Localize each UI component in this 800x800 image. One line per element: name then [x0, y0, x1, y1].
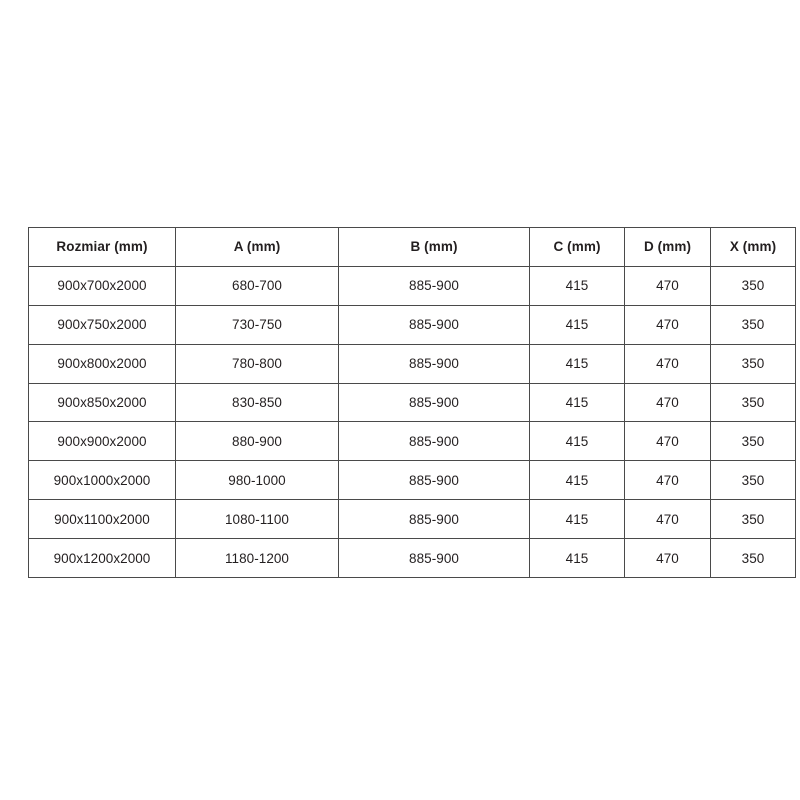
table-row: 900x900x2000 880-900 885-900 415 470 350 — [28, 421, 796, 462]
table-cell-x: 350 — [710, 343, 796, 384]
table-row: 900x1000x2000 980-1000 885-900 415 470 350 — [28, 460, 796, 501]
table-cell-b: 885-900 — [338, 421, 530, 462]
column-header-x: X (mm) — [710, 227, 796, 267]
column-header-c: C (mm) — [529, 227, 625, 267]
table-cell-c: 415 — [529, 460, 625, 501]
table-cell-d: 470 — [624, 265, 711, 306]
table-row: 900x750x2000 730-750 885-900 415 470 350 — [28, 304, 796, 345]
table-cell-size: 900x900x2000 — [28, 421, 176, 462]
table-cell-c: 415 — [529, 304, 625, 345]
table-cell-a: 1180-1200 — [175, 538, 339, 579]
table-cell-b: 885-900 — [338, 343, 530, 384]
table-row: 900x800x2000 780-800 885-900 415 470 350 — [28, 343, 796, 384]
table-cell-x: 350 — [710, 538, 796, 579]
table-cell-size: 900x700x2000 — [28, 265, 176, 306]
table-cell-d: 470 — [624, 421, 711, 462]
table-cell-c: 415 — [529, 343, 625, 384]
table-cell-b: 885-900 — [338, 499, 530, 540]
column-header-b: B (mm) — [338, 227, 530, 267]
table-cell-a: 730-750 — [175, 304, 339, 345]
table-cell-size: 900x850x2000 — [28, 382, 176, 423]
table-cell-size: 900x800x2000 — [28, 343, 176, 384]
table-cell-c: 415 — [529, 382, 625, 423]
table-cell-d: 470 — [624, 304, 711, 345]
table-cell-size: 900x1200x2000 — [28, 538, 176, 579]
table-cell-c: 415 — [529, 538, 625, 579]
table-cell-a: 780-800 — [175, 343, 339, 384]
table-cell-b: 885-900 — [338, 265, 530, 306]
table-cell-c: 415 — [529, 499, 625, 540]
table-cell-c: 415 — [529, 421, 625, 462]
table-cell-a: 880-900 — [175, 421, 339, 462]
table-cell-x: 350 — [710, 304, 796, 345]
table-header-row: Rozmiar (mm) A (mm) B (mm) C (mm) D (mm)… — [28, 227, 796, 267]
table-row: 900x1100x2000 1080-1100 885-900 415 470 350 — [28, 499, 796, 540]
table-cell-a: 680-700 — [175, 265, 339, 306]
table-cell-size: 900x750x2000 — [28, 304, 176, 345]
table-cell-d: 470 — [624, 343, 711, 384]
table-cell-b: 885-900 — [338, 304, 530, 345]
table-cell-size: 900x1000x2000 — [28, 460, 176, 501]
table-cell-a: 1080-1100 — [175, 499, 339, 540]
dimensions-table: Rozmiar (mm) A (mm) B (mm) C (mm) D (mm)… — [28, 227, 796, 579]
table-cell-b: 885-900 — [338, 382, 530, 423]
table-cell-d: 470 — [624, 538, 711, 579]
column-header-d: D (mm) — [624, 227, 711, 267]
table-cell-x: 350 — [710, 265, 796, 306]
table-row: 900x850x2000 830-850 885-900 415 470 350 — [28, 382, 796, 423]
table-header: Rozmiar (mm) A (mm) B (mm) C (mm) D (mm)… — [28, 227, 796, 267]
table-cell-x: 350 — [710, 382, 796, 423]
table-cell-x: 350 — [710, 499, 796, 540]
table-cell-b: 885-900 — [338, 460, 530, 501]
column-header-size: Rozmiar (mm) — [28, 227, 176, 267]
dimensions-table-container: Rozmiar (mm) A (mm) B (mm) C (mm) D (mm)… — [28, 227, 796, 579]
table-cell-x: 350 — [710, 460, 796, 501]
table-cell-d: 470 — [624, 382, 711, 423]
table-cell-b: 885-900 — [338, 538, 530, 579]
column-header-a: A (mm) — [175, 227, 339, 267]
table-cell-d: 470 — [624, 460, 711, 501]
table-row: 900x1200x2000 1180-1200 885-900 415 470 350 — [28, 538, 796, 579]
table-cell-d: 470 — [624, 499, 711, 540]
table-cell-a: 830-850 — [175, 382, 339, 423]
table-cell-x: 350 — [710, 421, 796, 462]
table-row: 900x700x2000 680-700 885-900 415 470 350 — [28, 265, 796, 306]
table-cell-size: 900x1100x2000 — [28, 499, 176, 540]
table-body: 900x700x2000 680-700 885-900 415 470 350 900x7… — [28, 265, 796, 579]
table-cell-c: 415 — [529, 265, 625, 306]
table-cell-a: 980-1000 — [175, 460, 339, 501]
